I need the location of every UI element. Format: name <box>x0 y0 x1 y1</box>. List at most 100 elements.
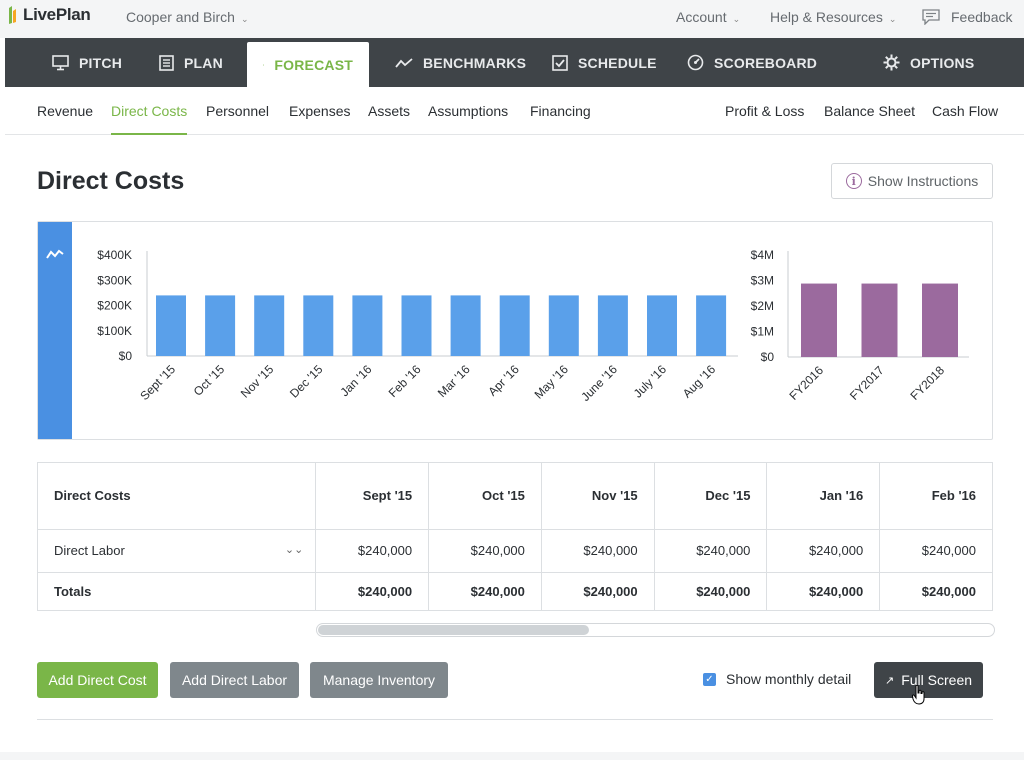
chart-bar <box>303 295 334 356</box>
row-label-cell[interactable]: Direct Labor ⌄⌄ <box>38 529 317 573</box>
subnav-financing[interactable]: Financing <box>530 103 591 119</box>
page-title: Direct Costs <box>37 167 185 195</box>
gear-icon <box>883 54 900 71</box>
liveplan-logo[interactable]: LivePlan <box>8 5 91 25</box>
help-resources-menu[interactable]: Help & Resources ⌄ <box>770 9 896 25</box>
company-switcher[interactable]: Cooper and Birch ⌄ <box>126 9 249 25</box>
logo-text: LivePlan <box>23 5 91 24</box>
x-tick-label: FY2017 <box>847 363 887 403</box>
nav-options[interactable]: OPTIONS <box>883 38 974 87</box>
chart-bar <box>861 283 898 357</box>
nav-benchmarks[interactable]: BENCHMARKS <box>395 38 526 87</box>
chart-bar <box>548 295 579 356</box>
bottom-strip <box>0 752 1024 760</box>
column-header: Dec '15 <box>654 463 768 530</box>
add-direct-cost-button[interactable]: Add Direct Cost <box>37 662 158 698</box>
chart-bar <box>254 295 285 356</box>
show-instructions-button[interactable]: i Show Instructions <box>831 163 993 199</box>
full-screen-button[interactable]: ↗ Full Screen <box>874 662 983 698</box>
help-label: Help & Resources <box>770 9 883 25</box>
column-header: Feb '16 <box>879 463 993 530</box>
nav-forecast-label: FORECAST <box>274 56 353 73</box>
feedback-label: Feedback <box>951 9 1013 25</box>
table-cell[interactable]: $240,000 <box>541 529 655 573</box>
feedback-icon <box>922 9 940 25</box>
trend-line-icon <box>395 57 413 68</box>
expand-icon[interactable]: ⌄⌄ <box>284 544 304 556</box>
chart-bar <box>696 295 727 356</box>
x-tick-label: July '16 <box>631 362 670 401</box>
chevron-down-icon: ⌄ <box>732 14 741 24</box>
hand-cursor-icon <box>912 685 925 705</box>
nav-plan[interactable]: PLAN <box>159 38 223 87</box>
chart-bar <box>801 283 837 357</box>
nav-scoreboard[interactable]: SCOREBOARD <box>687 38 817 87</box>
totals-row: Totals $240,000 $240,000 $240,000 $240,0… <box>38 572 993 610</box>
total-cell: $240,000 <box>654 572 768 610</box>
x-tick-label: FY2018 <box>908 363 948 403</box>
info-icon: i <box>845 173 862 189</box>
nav-pitch[interactable]: PITCH <box>52 38 122 87</box>
y-tick-label: $400K <box>97 248 132 262</box>
subnav-assets[interactable]: Assets <box>368 103 411 119</box>
column-header: Jan '16 <box>766 463 881 530</box>
sub-nav: Revenue Direct Costs Personnel Expenses … <box>5 87 1024 135</box>
x-tick-label: Feb '16 <box>386 362 424 400</box>
chart-bar <box>156 295 186 356</box>
chart-bar <box>352 295 383 356</box>
manage-inventory-button[interactable]: Manage Inventory <box>310 662 448 698</box>
direct-costs-table: Direct Costs Sept '15 Oct '15 Nov '15 De… <box>37 462 993 611</box>
monitor-icon <box>52 54 69 70</box>
x-tick-label: Jan '16 <box>338 362 375 399</box>
nav-schedule[interactable]: SCHEDULE <box>552 38 657 87</box>
subnav-profit-loss[interactable]: Profit & Loss <box>725 103 805 119</box>
subnav-direct-costs[interactable]: Direct Costs <box>111 103 188 135</box>
total-cell: $240,000 <box>879 572 993 610</box>
x-tick-label: Dec '15 <box>287 362 326 401</box>
chart-bar <box>499 295 530 356</box>
table-header-row: Direct Costs Sept '15 Oct '15 Nov '15 De… <box>38 463 993 530</box>
y-tick-label: $3M <box>751 274 774 288</box>
show-monthly-detail-toggle[interactable]: ✓ Show monthly detail <box>703 671 851 687</box>
nav-forecast[interactable]: FORECAST <box>247 42 369 87</box>
table-cell[interactable]: $240,000 <box>428 529 542 573</box>
subnav-revenue[interactable]: Revenue <box>37 103 94 119</box>
x-tick-label: Mar '16 <box>435 362 473 400</box>
nav-schedule-label: SCHEDULE <box>578 54 657 71</box>
x-tick-label: Nov '15 <box>238 362 277 401</box>
subnav-expenses[interactable]: Expenses <box>289 103 351 119</box>
subnav-personnel[interactable]: Personnel <box>206 103 270 119</box>
checkbox-icon <box>552 54 568 71</box>
logo-icon <box>9 6 16 24</box>
table-horizontal-scrollbar[interactable] <box>316 623 995 637</box>
dashboard-icon <box>687 54 704 71</box>
table-cell[interactable]: $240,000 <box>766 529 881 573</box>
subnav-balance-sheet[interactable]: Balance Sheet <box>824 103 916 119</box>
monthly-detail-checkbox[interactable]: ✓ <box>703 672 716 686</box>
chart-bar <box>205 295 236 356</box>
add-direct-labor-button[interactable]: Add Direct Labor <box>170 662 299 698</box>
table-cell[interactable]: $240,000 <box>879 529 993 573</box>
chart-bar <box>922 283 958 357</box>
chart-bar <box>597 295 628 356</box>
totals-label: Totals <box>38 572 317 610</box>
table-row[interactable]: Direct Labor ⌄⌄ $240,000 $240,000 $240,00… <box>38 529 993 573</box>
table-header-label: Direct Costs <box>38 463 317 530</box>
scrollbar-thumb[interactable] <box>318 625 589 635</box>
subnav-assumptions[interactable]: Assumptions <box>428 103 509 119</box>
table-cell[interactable]: $240,000 <box>654 529 768 573</box>
nav-options-label: OPTIONS <box>910 54 975 71</box>
show-monthly-detail-label: Show monthly detail <box>726 671 852 687</box>
chart-panel: $0 $100K $200K $300K $400K Sept '15 Oct '15 Nov… <box>37 221 993 440</box>
table-cell[interactable]: $240,000 <box>315 529 430 573</box>
account-menu[interactable]: Account ⌄ <box>676 9 740 25</box>
nav-benchmarks-label: BENCHMARKS <box>423 54 527 71</box>
chart-bar <box>450 295 481 356</box>
subnav-cash-flow[interactable]: Cash Flow <box>932 103 999 119</box>
direct-costs-chart: $0 $100K $200K $300K $400K Sept '15 Oct '15 Nov… <box>97 248 969 404</box>
y-tick-label: $0 <box>761 350 775 364</box>
piggy-bank-icon <box>263 63 265 66</box>
chart-toggle-strip[interactable] <box>38 222 72 439</box>
x-tick-label: Sept '15 <box>137 362 178 403</box>
feedback-link[interactable]: Feedback <box>922 9 1012 25</box>
